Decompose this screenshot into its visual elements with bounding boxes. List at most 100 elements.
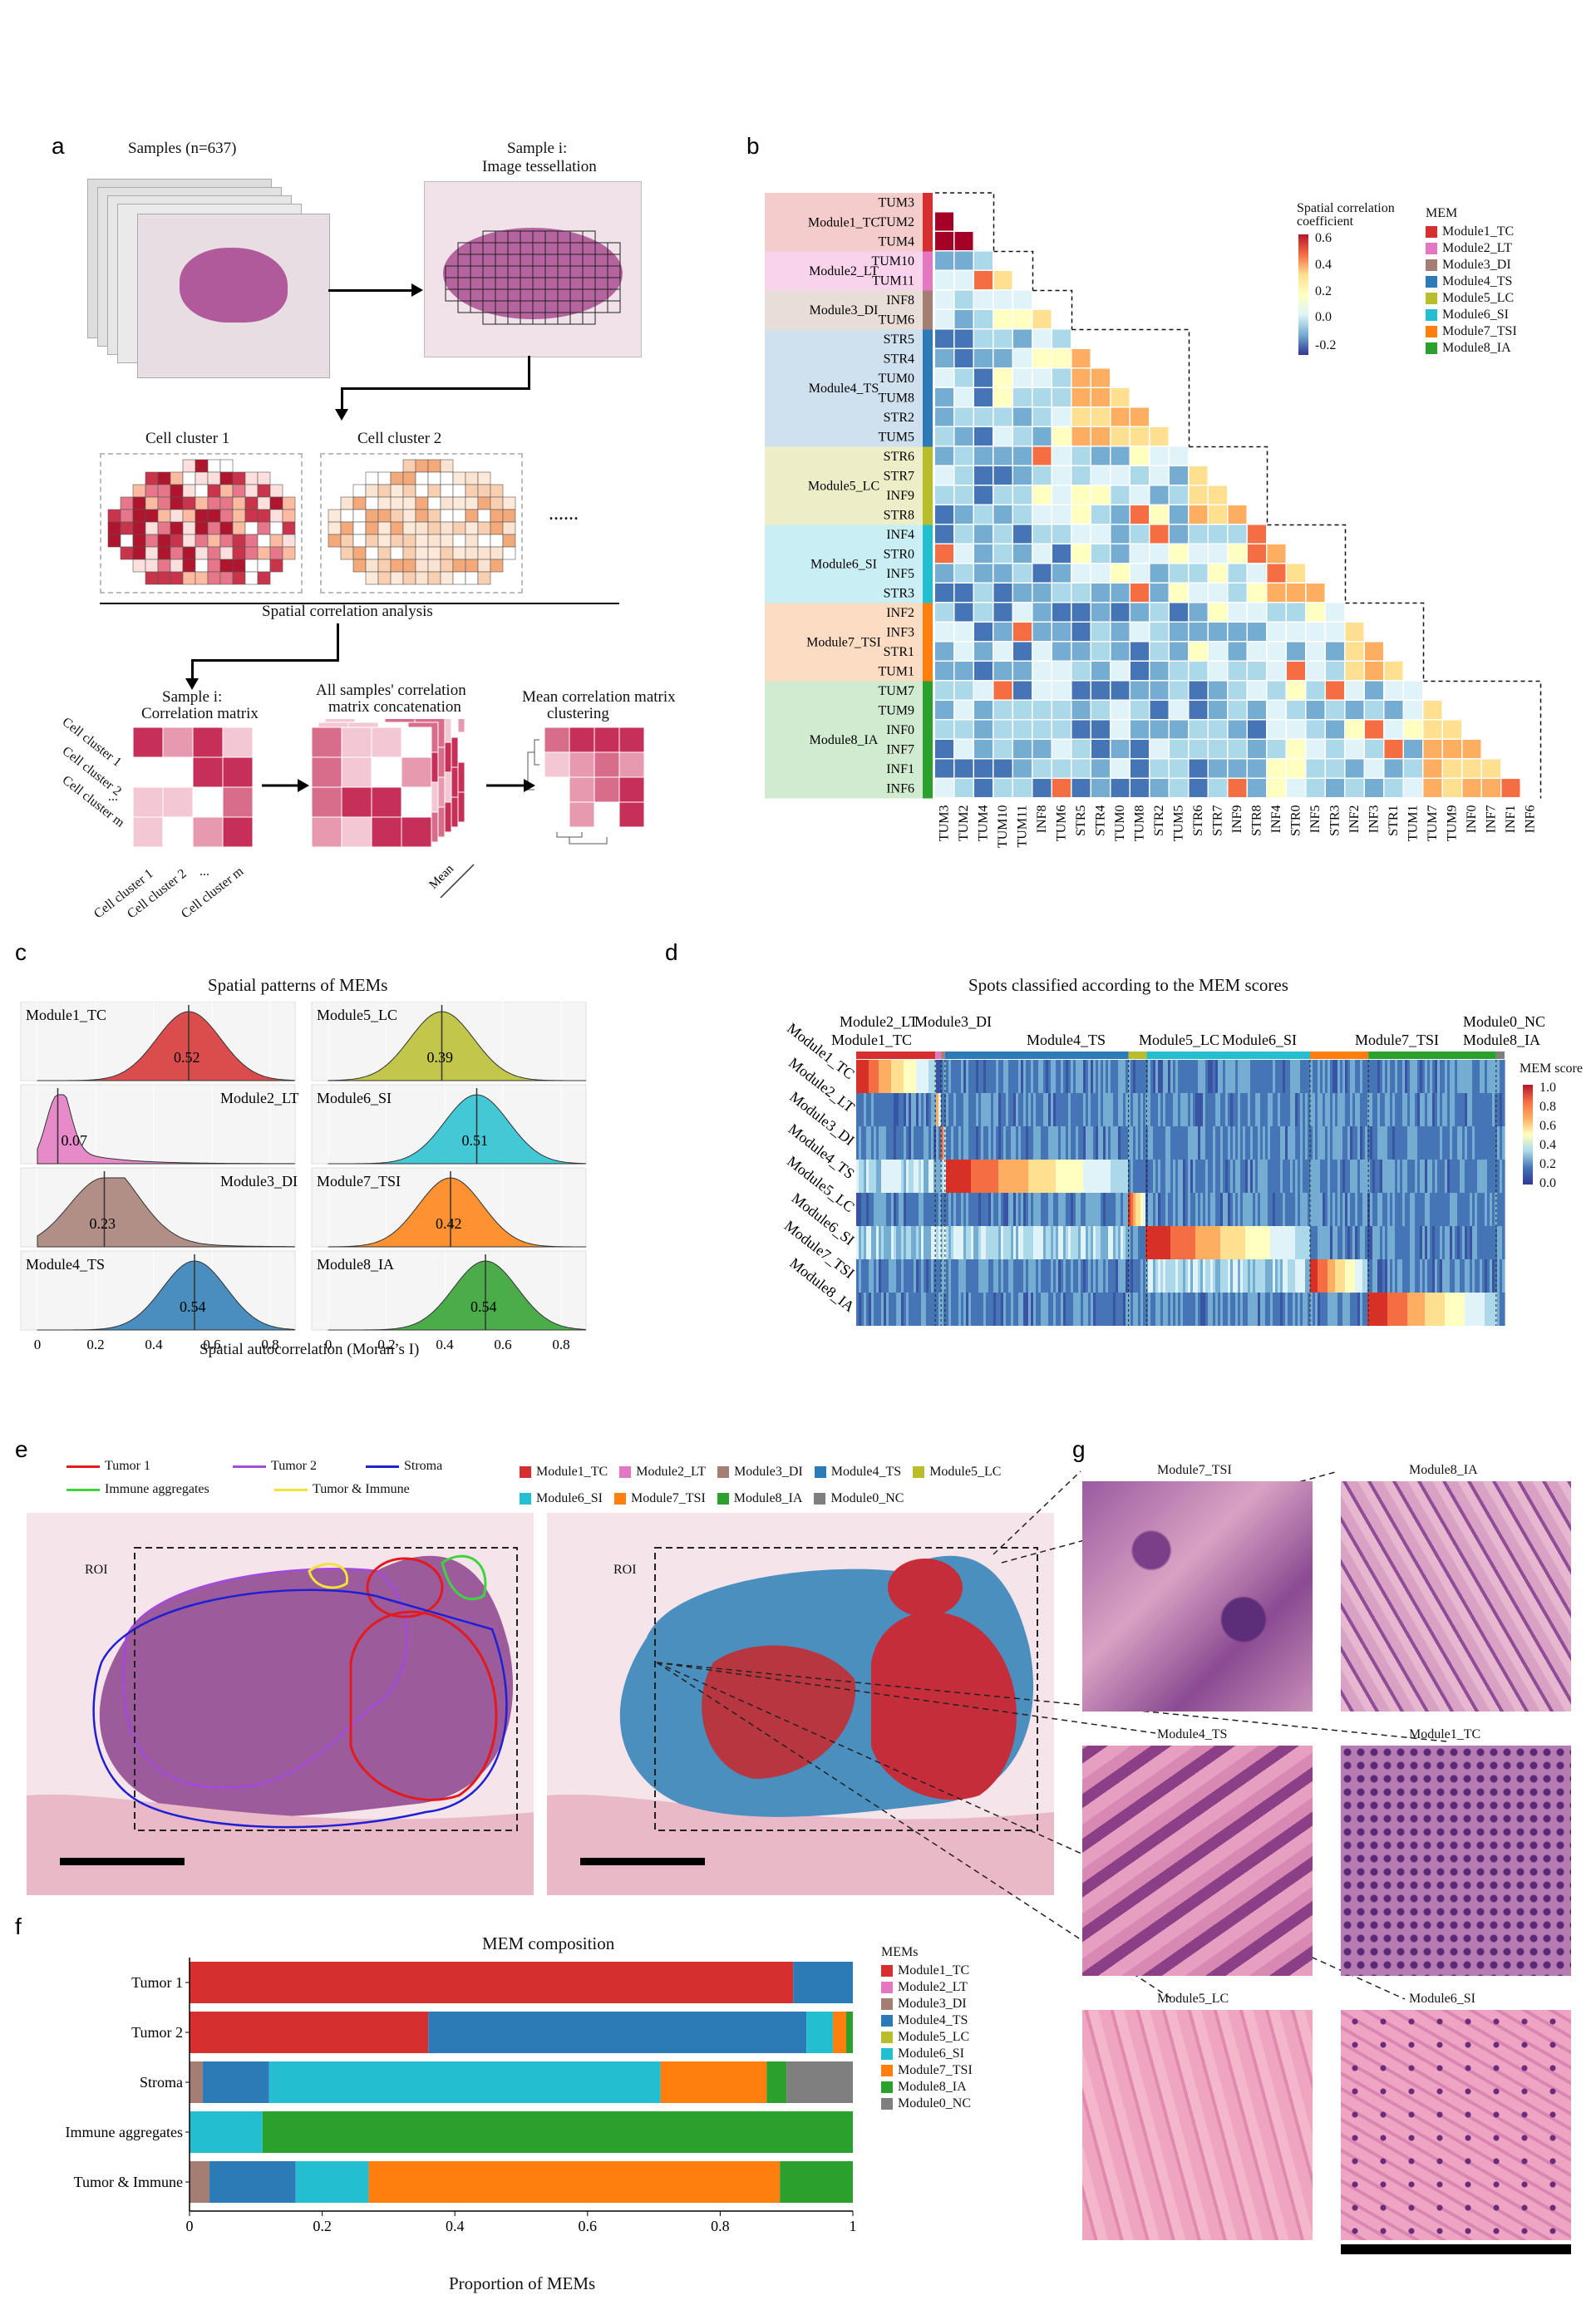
score-cell — [1402, 1293, 1406, 1326]
score-cell — [1295, 1193, 1298, 1226]
score-cell — [1437, 1293, 1441, 1326]
score-cell — [1298, 1126, 1301, 1160]
score-cell — [1390, 1060, 1393, 1093]
score-cell — [874, 1126, 877, 1160]
heatmap-cell — [1209, 564, 1227, 583]
heatmap-cell — [1150, 623, 1169, 641]
score-cell — [929, 1259, 932, 1293]
score-cell — [1041, 1126, 1044, 1160]
score-cell — [1053, 1093, 1057, 1126]
score-cell — [916, 1126, 919, 1160]
score-cell — [1210, 1226, 1214, 1259]
score-cell — [1128, 1126, 1131, 1160]
heatmap-cell — [1287, 681, 1305, 700]
heatmap-cell — [1248, 779, 1266, 797]
heatmap-cell — [1052, 407, 1071, 426]
score-cell — [1345, 1093, 1348, 1126]
score-cell — [1140, 1226, 1144, 1259]
heatmap-cell — [1150, 446, 1169, 465]
heatmap-cell — [1443, 779, 1461, 797]
score-cell — [983, 1226, 987, 1259]
score-cell — [1300, 1093, 1303, 1126]
heatmap-cell — [1071, 623, 1091, 641]
mem-legend-item: Module4_TS — [814, 1460, 901, 1484]
heatmap-cell — [1267, 603, 1286, 622]
score-cell — [1038, 1226, 1042, 1259]
score-cell — [1071, 1193, 1074, 1226]
score-cell — [1071, 1226, 1074, 1259]
score-cell — [1440, 1160, 1443, 1193]
mem-legend-item: Module1_TC — [1426, 224, 1517, 239]
score-cell — [1332, 1093, 1336, 1126]
heatmap-cell — [1287, 564, 1305, 583]
score-cell — [1432, 1259, 1436, 1293]
score-cell — [1385, 1160, 1388, 1193]
score-cell — [919, 1160, 922, 1193]
stacked-bar-segment — [368, 2161, 781, 2203]
heatmap-cell — [1052, 681, 1071, 700]
score-cell — [1155, 1293, 1159, 1326]
score-cell — [1098, 1259, 1101, 1293]
score-cell — [1103, 1293, 1106, 1326]
score-cell — [1128, 1293, 1131, 1326]
score-cell — [1101, 1226, 1104, 1259]
score-cell — [1467, 1093, 1470, 1126]
score-cell — [1360, 1259, 1363, 1293]
score-cell — [931, 1226, 934, 1259]
score-cell — [1128, 1093, 1131, 1126]
score-cell — [889, 1160, 892, 1193]
heatmap-cell — [1032, 623, 1052, 641]
score-cell — [1450, 1126, 1453, 1160]
score-cell — [1260, 1160, 1264, 1193]
score-cell — [1123, 1160, 1126, 1193]
score-cell — [1158, 1060, 1161, 1093]
heatmap-cell — [1150, 759, 1169, 778]
heatmap-cell — [1013, 740, 1032, 758]
score-cell — [1263, 1193, 1266, 1226]
score-cell — [1342, 1259, 1346, 1293]
score-cell — [1280, 1126, 1283, 1160]
score-cell — [1068, 1060, 1071, 1093]
heatmap-cell — [954, 681, 973, 700]
score-cell — [1086, 1226, 1089, 1259]
score-cell — [958, 1160, 962, 1193]
score-cell — [1183, 1293, 1186, 1326]
score-cell — [1318, 1126, 1321, 1160]
score-cell — [1178, 1193, 1181, 1226]
score-cell — [1308, 1226, 1311, 1259]
score-cell — [1497, 1060, 1500, 1093]
heatmap-cell — [1170, 603, 1188, 622]
score-cell — [1313, 1160, 1316, 1193]
score-cell — [1323, 1193, 1326, 1226]
score-cell — [1208, 1093, 1211, 1126]
score-cell — [1300, 1193, 1303, 1226]
score-cell — [919, 1226, 922, 1259]
score-cell — [1323, 1060, 1326, 1093]
score-cell — [1215, 1293, 1219, 1326]
score-cell — [1370, 1259, 1373, 1293]
score-cell — [948, 1160, 952, 1193]
score-cell — [1430, 1160, 1433, 1193]
score-cell — [1245, 1193, 1249, 1226]
score-cell — [1442, 1093, 1446, 1126]
score-cell — [1280, 1093, 1283, 1126]
score-cell — [1377, 1193, 1381, 1226]
score-cell — [1265, 1160, 1268, 1193]
x-tick-label: 0.6 — [579, 2218, 598, 2234]
score-cell — [1113, 1293, 1116, 1326]
score-cell — [1155, 1160, 1159, 1193]
score-cell — [1183, 1226, 1186, 1259]
score-cell — [1143, 1293, 1146, 1326]
score-cell — [1061, 1160, 1064, 1193]
score-cell — [1081, 1193, 1084, 1226]
score-cell — [1116, 1093, 1119, 1126]
score-cell — [1420, 1160, 1423, 1193]
score-cell — [1285, 1226, 1288, 1259]
score-cell — [1228, 1259, 1231, 1293]
score-cell — [1472, 1259, 1475, 1293]
score-cell — [904, 1193, 907, 1226]
score-cell — [1362, 1160, 1366, 1193]
score-cell — [1342, 1126, 1346, 1160]
col-label: STR2 — [1152, 805, 1166, 836]
score-cell — [909, 1293, 912, 1326]
